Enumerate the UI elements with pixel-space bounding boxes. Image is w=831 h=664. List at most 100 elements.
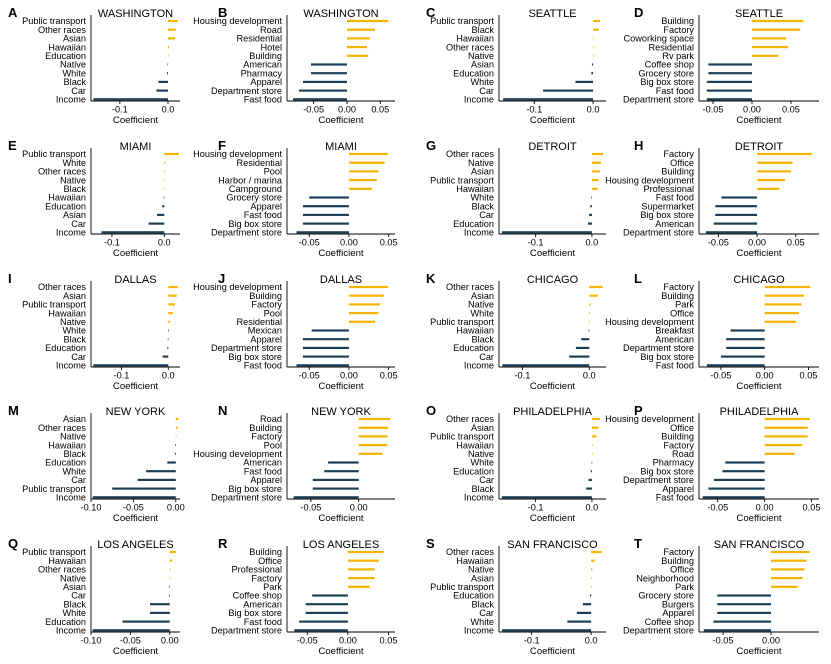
panel-title: WASHINGTON	[303, 8, 378, 20]
bar	[164, 162, 165, 164]
bar	[348, 568, 375, 570]
bar	[93, 496, 176, 498]
bar	[175, 444, 176, 446]
x-tick-label: 0.00	[350, 503, 368, 513]
panel-title: SEATTLE	[735, 8, 783, 20]
bar	[567, 621, 591, 623]
bar	[150, 612, 170, 614]
bar	[297, 231, 349, 233]
bar	[348, 551, 384, 553]
bar	[592, 461, 593, 463]
x-tick-label: 0.00	[161, 636, 179, 646]
bar	[169, 586, 170, 588]
category-label: Income	[56, 493, 86, 503]
bar	[592, 153, 603, 155]
bar	[752, 20, 803, 22]
x-tick-label: -0.10	[81, 503, 102, 513]
x-tick-label: 0.00	[340, 371, 358, 381]
bar	[312, 594, 348, 596]
bar	[765, 303, 802, 305]
bar	[502, 496, 592, 498]
bar	[589, 303, 590, 305]
bar	[714, 223, 757, 225]
x-tick-label: 0.0	[583, 371, 596, 381]
bar	[752, 29, 800, 31]
bar	[313, 488, 359, 490]
category-label: Department store	[211, 493, 282, 503]
panel-o: O PHILADELPHIAOther racesAsianPublic tran…	[426, 403, 606, 524]
x-axis-label: Coefficient	[736, 115, 781, 126]
x-axis-label: Coefficient	[530, 115, 575, 126]
panel-m: M NEW YORKAsianOther racesNativeHawaiianB…	[8, 403, 185, 524]
panel-r: R LOS ANGELESBuildingOfficeProfessionalFa…	[211, 536, 397, 657]
bar	[757, 153, 812, 155]
bar	[591, 560, 595, 562]
bar	[348, 560, 379, 562]
x-tick-label: 0.00	[748, 238, 766, 248]
bar	[348, 586, 370, 588]
panel-c: C SEATTLEPublic transportBlackHawaiianOth…	[426, 5, 606, 126]
panel-title: SAN FRANCISCO	[714, 539, 805, 551]
x-tick-label: -0.05	[297, 636, 318, 646]
bar	[324, 470, 358, 472]
bar	[168, 286, 177, 288]
bar	[164, 153, 179, 155]
bar	[294, 629, 348, 631]
bar	[168, 303, 175, 305]
bar	[757, 188, 779, 190]
bar	[593, 37, 594, 39]
bar	[757, 170, 791, 172]
bar	[771, 551, 809, 553]
x-axis-label: Coefficient	[318, 381, 363, 392]
x-axis-label: Coefficient	[318, 646, 363, 657]
x-tick-label: 0.00	[756, 371, 774, 381]
bar	[347, 20, 388, 22]
bar	[349, 321, 375, 323]
bar	[93, 629, 170, 631]
category-label: Department store	[623, 626, 694, 636]
bar	[359, 427, 389, 429]
bar	[589, 295, 598, 297]
bar	[707, 364, 765, 366]
bar	[303, 205, 349, 207]
bar	[170, 560, 172, 562]
bar	[347, 37, 370, 39]
bar	[168, 29, 176, 31]
x-axis-label: Coefficient	[736, 646, 781, 657]
panel-title: MIAMI	[325, 141, 357, 153]
bar	[707, 90, 752, 92]
panel-letter: L	[634, 271, 642, 286]
bar	[591, 586, 592, 588]
bar	[771, 586, 798, 588]
bar	[168, 37, 175, 39]
bar	[592, 453, 593, 455]
bar	[349, 312, 378, 314]
bar	[589, 321, 590, 323]
panel-letter: H	[634, 138, 643, 153]
panel-f: F MIAMIHousing developmentResidentialPool…	[193, 138, 397, 259]
bar	[303, 347, 349, 349]
bar	[158, 81, 168, 83]
category-label: Department store	[211, 228, 282, 238]
panel-title: LOS ANGELES	[303, 539, 379, 551]
category-label: Fast food	[656, 361, 694, 371]
bar	[168, 329, 169, 331]
bar	[543, 90, 593, 92]
panel-title: NEW YORK	[311, 406, 371, 418]
bar	[101, 231, 164, 233]
bar	[592, 63, 593, 65]
bar	[176, 418, 179, 420]
bar	[149, 223, 165, 225]
bar	[722, 470, 764, 472]
category-label: Income	[464, 95, 494, 105]
bar	[349, 170, 378, 172]
bar	[771, 568, 805, 570]
bar	[168, 295, 176, 297]
category-label: Income	[56, 626, 86, 636]
bar	[502, 629, 591, 631]
panel-letter: G	[426, 138, 436, 153]
bar	[589, 479, 592, 481]
bar	[167, 347, 168, 349]
panel-i: I DALLASOther racesAsianPublic transportH…	[8, 271, 180, 392]
bar	[589, 286, 602, 288]
